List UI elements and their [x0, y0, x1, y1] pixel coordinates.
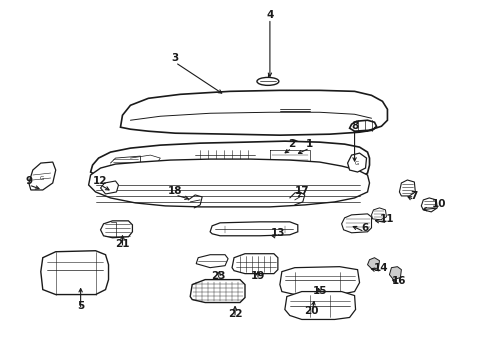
Polygon shape [347, 153, 367, 172]
FancyArrowPatch shape [393, 280, 397, 283]
Polygon shape [196, 255, 228, 268]
Text: 8: 8 [351, 121, 358, 131]
FancyArrowPatch shape [121, 236, 124, 245]
Text: 3: 3 [172, 54, 179, 63]
Polygon shape [285, 292, 356, 319]
Polygon shape [232, 254, 278, 274]
Text: 7: 7 [411, 191, 418, 201]
FancyArrowPatch shape [178, 196, 188, 199]
FancyArrowPatch shape [272, 235, 275, 238]
FancyArrowPatch shape [177, 64, 221, 93]
Polygon shape [121, 90, 388, 135]
Text: G: G [354, 161, 359, 166]
Polygon shape [368, 258, 379, 270]
FancyArrowPatch shape [233, 307, 237, 315]
Polygon shape [29, 162, 56, 190]
Text: 19: 19 [251, 271, 265, 281]
Polygon shape [89, 159, 369, 207]
FancyArrowPatch shape [31, 186, 39, 189]
Polygon shape [41, 251, 108, 294]
Polygon shape [421, 198, 437, 212]
FancyArrowPatch shape [423, 207, 437, 211]
FancyArrowPatch shape [353, 133, 356, 161]
Polygon shape [100, 221, 132, 238]
Polygon shape [390, 267, 401, 280]
Polygon shape [268, 145, 283, 155]
Text: G: G [40, 176, 44, 180]
Text: 18: 18 [168, 186, 182, 196]
Text: 12: 12 [93, 176, 108, 186]
FancyArrowPatch shape [353, 226, 362, 231]
FancyArrowPatch shape [285, 149, 290, 153]
FancyArrowPatch shape [217, 272, 220, 277]
FancyArrowPatch shape [312, 302, 315, 312]
Polygon shape [280, 267, 360, 294]
Polygon shape [210, 222, 298, 236]
Text: 11: 11 [380, 214, 395, 224]
Text: 21: 21 [115, 239, 130, 249]
FancyArrowPatch shape [256, 272, 260, 277]
Text: 22: 22 [228, 309, 242, 319]
Text: 6: 6 [361, 223, 368, 233]
Text: 10: 10 [432, 199, 446, 209]
Polygon shape [100, 181, 119, 194]
Polygon shape [371, 208, 387, 220]
Text: 9: 9 [25, 176, 32, 186]
Text: 15: 15 [313, 285, 327, 296]
FancyArrowPatch shape [318, 288, 321, 292]
Polygon shape [342, 214, 371, 233]
Text: 2: 2 [288, 139, 295, 149]
Polygon shape [278, 140, 302, 155]
Text: 1: 1 [306, 139, 314, 149]
FancyArrowPatch shape [408, 197, 412, 200]
FancyArrowPatch shape [79, 289, 82, 307]
Polygon shape [399, 180, 416, 196]
FancyArrowPatch shape [371, 268, 379, 271]
FancyArrowPatch shape [298, 194, 302, 197]
Text: 16: 16 [392, 276, 407, 285]
Text: 17: 17 [294, 186, 309, 196]
FancyArrowPatch shape [375, 220, 385, 223]
Text: 23: 23 [211, 271, 225, 281]
Polygon shape [190, 280, 245, 302]
FancyArrowPatch shape [268, 21, 271, 76]
FancyArrowPatch shape [298, 149, 307, 153]
Polygon shape [91, 141, 369, 184]
FancyArrowPatch shape [103, 186, 109, 190]
Text: 4: 4 [266, 10, 273, 20]
Ellipse shape [257, 77, 279, 85]
Text: 20: 20 [304, 306, 319, 315]
Text: 13: 13 [270, 228, 285, 238]
Text: 14: 14 [374, 263, 389, 273]
Text: 5: 5 [77, 301, 84, 311]
